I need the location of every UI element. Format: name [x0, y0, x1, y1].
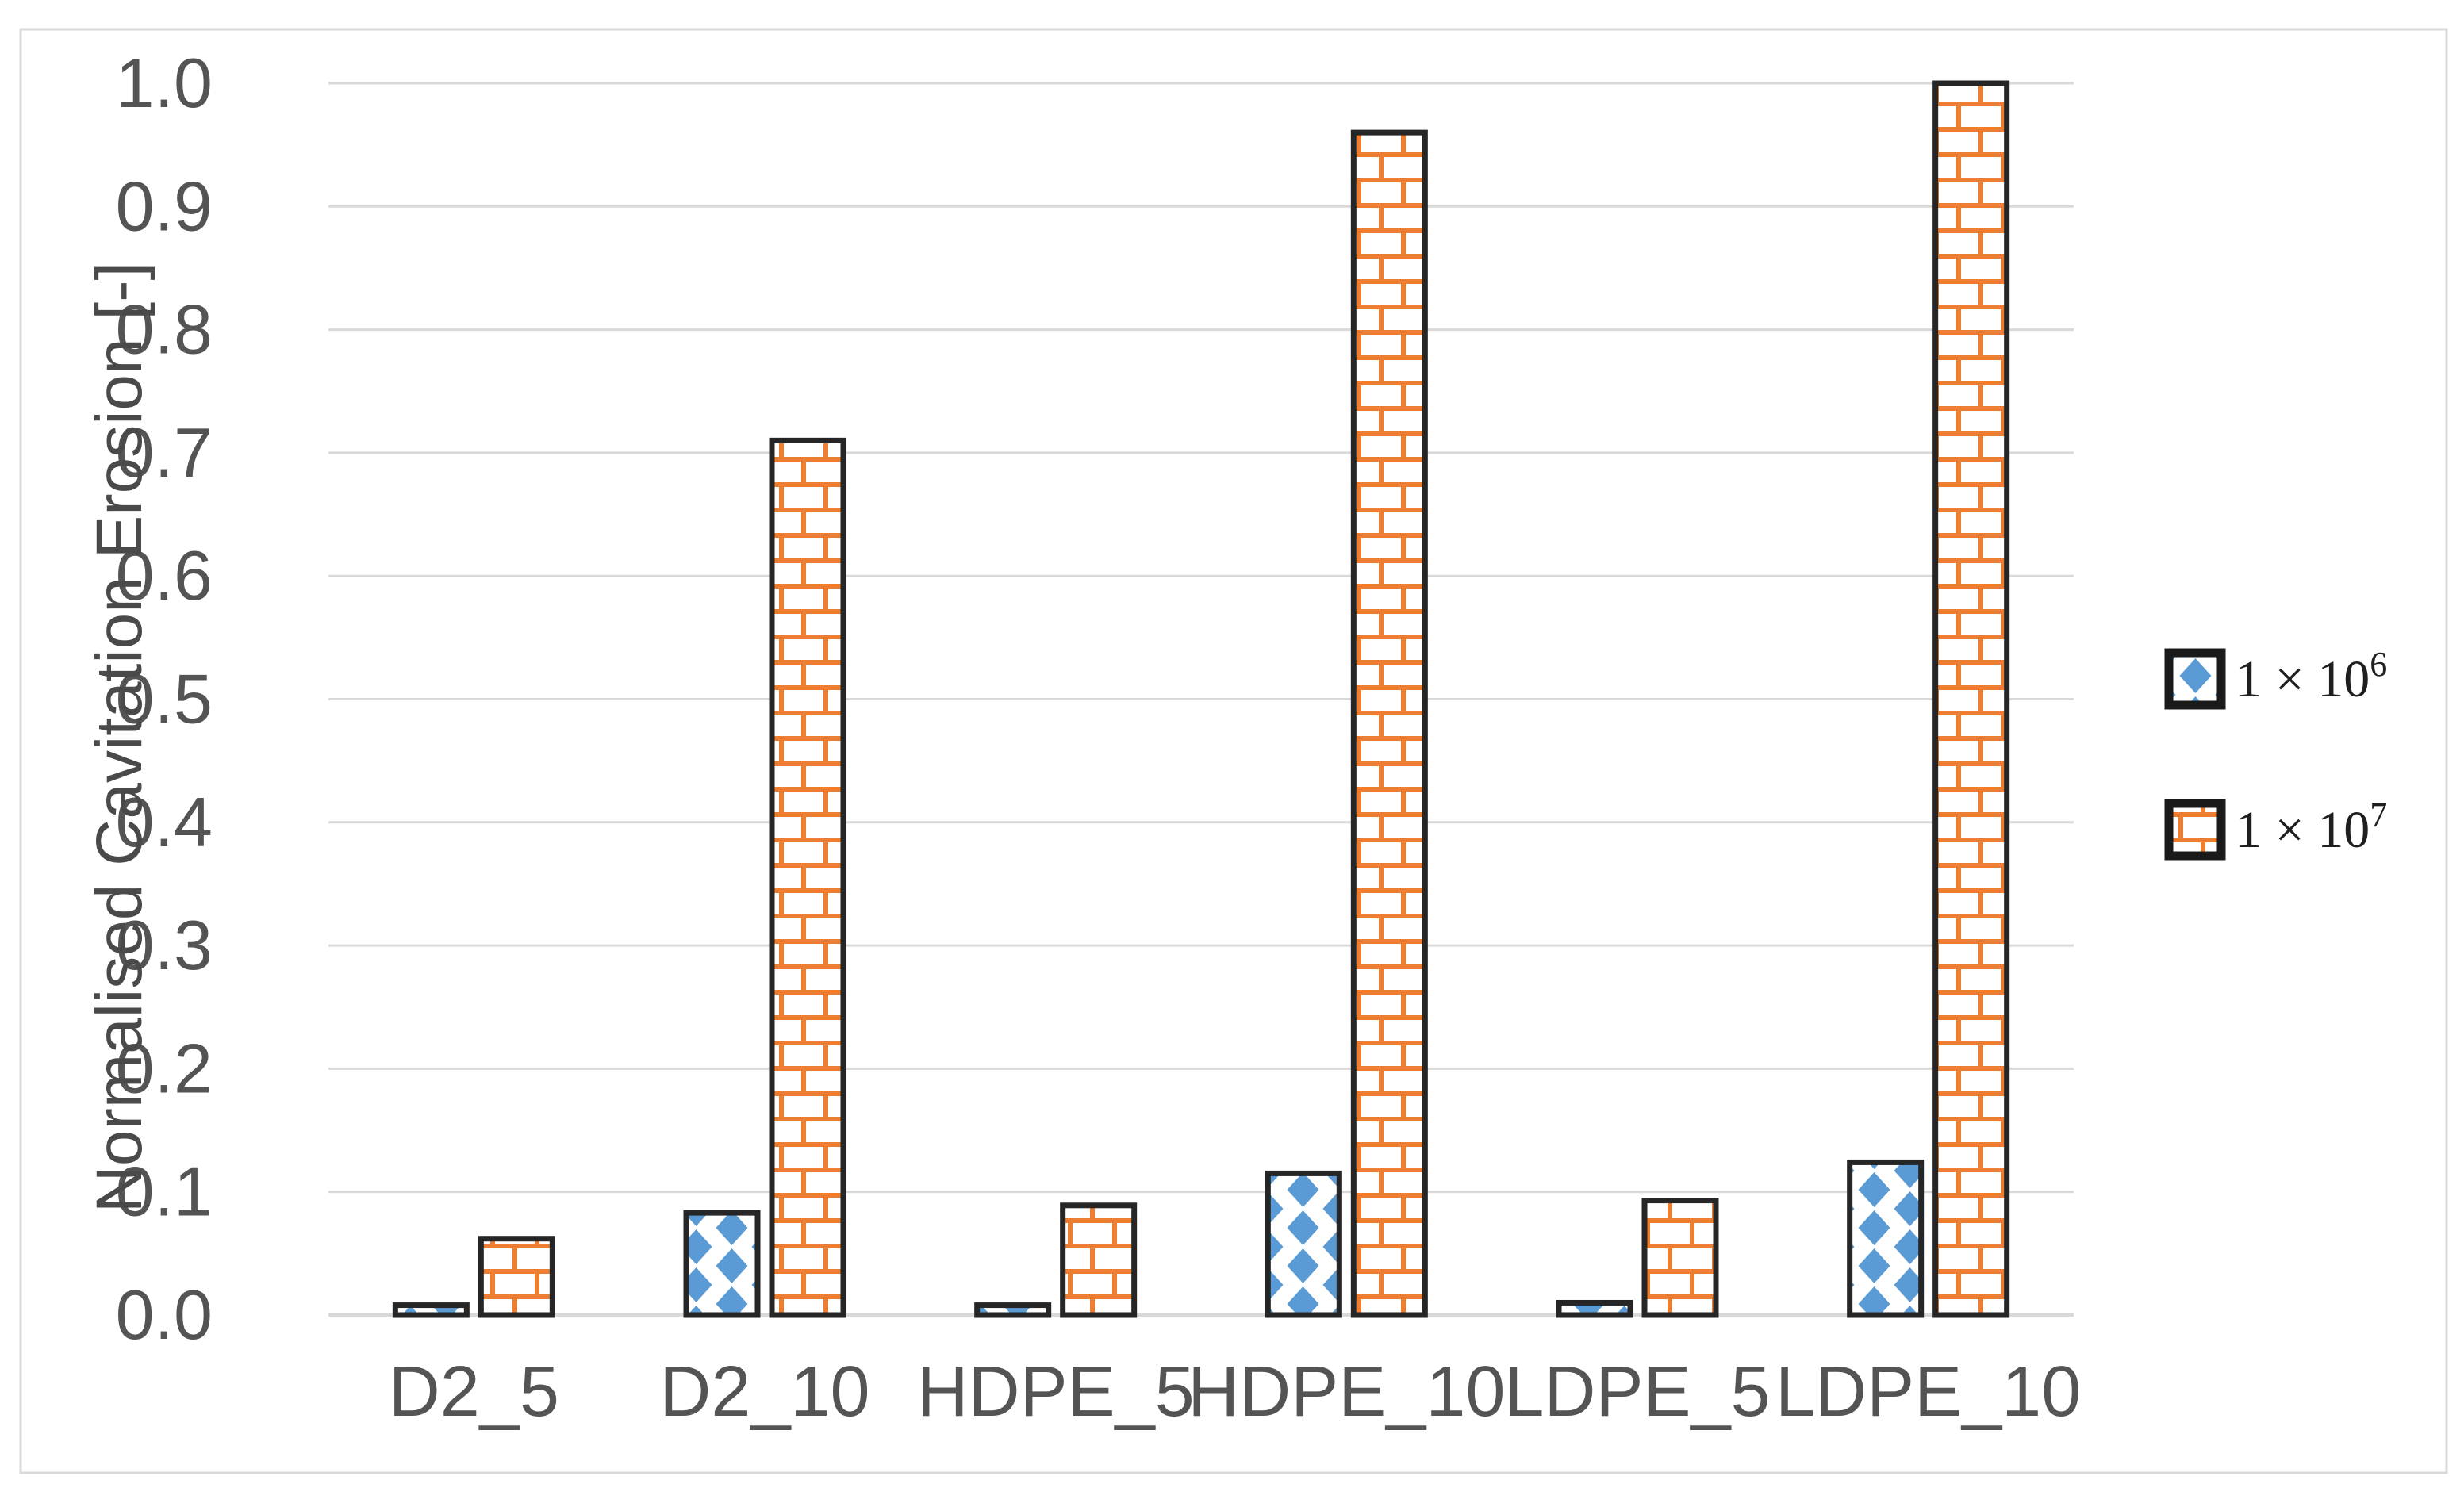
- x-tick-label: D2_5: [389, 1352, 559, 1432]
- y-tick-label: 0.6: [116, 536, 213, 615]
- bar-LDPE_5-diamond: [1556, 1299, 1633, 1318]
- legend-label-exponent: 7: [2370, 796, 2387, 834]
- bars-layer: [392, 80, 2010, 1318]
- y-axis-title: Normalised Cavitation Erosion [-]: [83, 263, 155, 1214]
- gridlines-layer: [328, 82, 2074, 1317]
- figure-border: [19, 28, 2448, 1474]
- legend-swatch-brick: [2164, 799, 2226, 861]
- x-tick-label: LDPE_10: [1775, 1352, 2081, 1432]
- bar-D2_5-diamond: [392, 1302, 470, 1318]
- legend-label-exponent: 6: [2370, 645, 2387, 684]
- y-tick-label: 0.4: [116, 783, 213, 861]
- y-tick-label: 0.5: [116, 660, 213, 738]
- y-tick-label: 0.8: [116, 290, 213, 369]
- bar-HDPE_5-diamond: [974, 1302, 1052, 1318]
- legend: 1 × 106 1 × 107: [2164, 645, 2387, 861]
- y-tick-label: 0.0: [116, 1275, 213, 1354]
- bar-LDPE_10-diamond: [1847, 1159, 1925, 1318]
- bar-LDPE_10-brick: [1932, 80, 2010, 1318]
- legend-label: 1 × 106: [2236, 645, 2387, 708]
- x-tick-label: D2_10: [659, 1352, 869, 1432]
- bar-D2_10-brick: [769, 437, 846, 1318]
- y-tick-label: 0.1: [116, 1152, 213, 1231]
- bar-LDPE_5-brick: [1641, 1198, 1719, 1318]
- x-tick-label: HDPE_10: [1188, 1352, 1505, 1432]
- legend-label: 1 × 107: [2236, 796, 2387, 859]
- tick-labels-layer: 0.0 0.1 0.2 0.3 0.4 0.5 0.6 0.7 0.8 0.9 1.0 D2_5 D2_…: [116, 44, 2082, 1432]
- bar-HDPE_10-brick: [1350, 129, 1428, 1318]
- x-tick-label: LDPE_5: [1504, 1352, 1770, 1432]
- bar-HDPE_10-diamond: [1265, 1170, 1342, 1318]
- y-tick-label: 0.9: [116, 167, 213, 245]
- y-tick-label: 0.3: [116, 906, 213, 984]
- bar-D2_5-brick: [478, 1236, 555, 1318]
- legend-swatch-diamond: [2164, 648, 2226, 710]
- y-tick-label: 0.2: [116, 1029, 213, 1107]
- bar-HDPE_5-brick: [1060, 1202, 1138, 1318]
- bar-D2_10-diamond: [683, 1210, 761, 1318]
- x-tick-label: HDPE_5: [917, 1352, 1195, 1432]
- y-tick-label: 0.7: [116, 413, 213, 492]
- y-tick-label: 1.0: [116, 44, 213, 122]
